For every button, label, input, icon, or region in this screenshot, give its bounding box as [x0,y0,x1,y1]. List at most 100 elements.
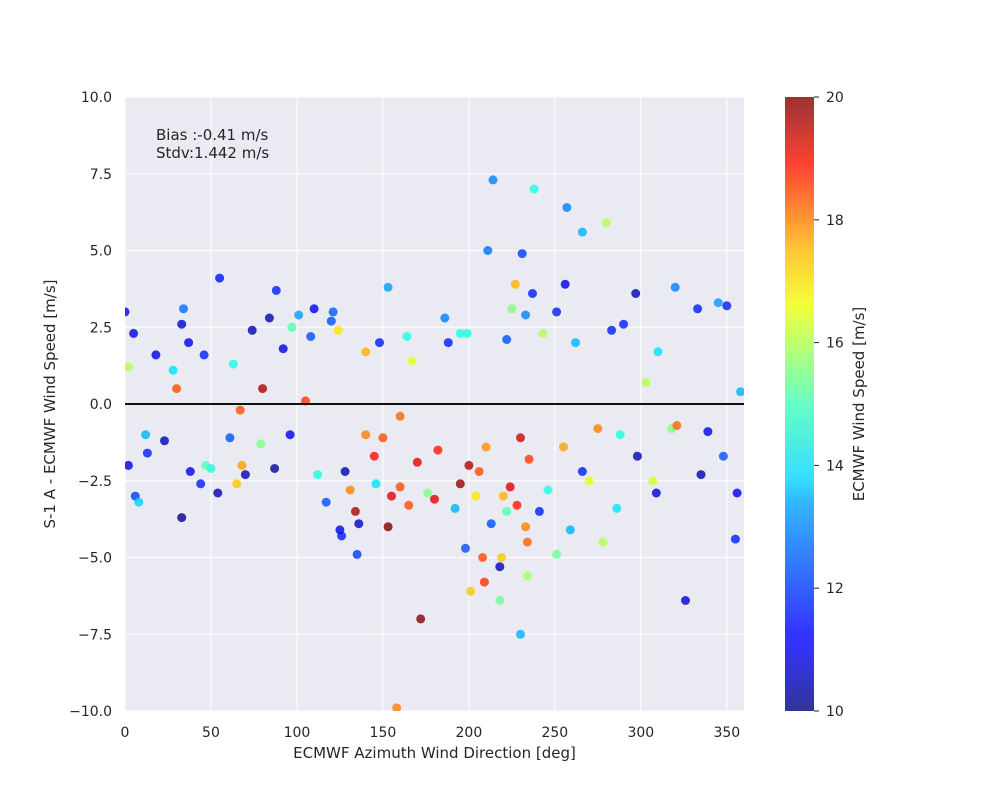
data-point [433,445,443,455]
data-point [522,571,532,581]
y-tick-label: −2.5 [78,474,112,490]
data-point [375,338,384,348]
data-point [703,427,713,437]
data-point [722,301,732,311]
data-point [522,537,532,547]
data-point [498,491,508,501]
data-point [134,497,144,507]
scatter-points [125,175,744,711]
x-tick-label: 100 [284,725,311,741]
data-point [240,470,250,480]
data-point [278,344,288,354]
data-point [543,485,553,495]
x-axis-ticks: 0 50 100 150 200 250 300 350 [121,725,741,741]
data-point [416,614,426,624]
data-point [577,227,587,237]
data-point [369,451,379,461]
colorbar-tick-label: 20 [826,90,844,106]
data-point [423,488,433,498]
data-point [450,503,460,513]
data-point [378,433,388,443]
data-point [505,482,515,492]
data-point [552,307,562,317]
data-point [486,519,496,529]
x-tick-label: 350 [713,725,740,741]
data-point [516,433,525,443]
colorbar-tick-label: 18 [826,213,844,229]
data-point [718,451,728,461]
data-point [430,494,439,504]
y-axis-title: S-1 A - ECMWF Wind Speed [m/s] [41,279,59,528]
data-point [333,325,343,335]
data-point [309,304,319,314]
data-point [350,506,360,516]
data-point [462,328,472,338]
data-point [328,307,338,317]
colorbar-tick-label: 16 [826,336,844,352]
data-point [184,338,194,348]
data-point [552,549,562,559]
data-point [502,335,512,344]
data-point [321,497,331,507]
data-point [736,387,744,397]
data-point [225,433,235,443]
y-tick-label: −10.0 [69,704,112,720]
x-axis-title: ECMWF Azimuth Wind Direction [deg] [293,744,576,762]
data-point [345,485,355,495]
data-point [559,442,568,452]
colorbar-tick-label: 12 [826,581,844,597]
data-point [696,470,706,480]
data-point [407,356,417,366]
data-point [653,347,663,357]
data-point [340,467,350,476]
colorbar [785,97,814,711]
data-point [141,430,151,440]
y-tick-label: 5.0 [90,244,112,260]
data-point [512,500,522,510]
data-point [361,347,371,357]
data-point [481,442,491,452]
data-point [392,703,402,711]
data-point [142,448,152,458]
data-point [497,553,507,562]
colorbar-title: ECMWF Wind Speed [m/s] [850,307,868,502]
x-tick-label: 250 [541,725,568,741]
data-point [455,479,465,489]
data-point [179,304,188,314]
data-point [601,218,611,228]
data-point [326,316,336,326]
data-point [177,319,187,329]
data-point [247,325,257,335]
data-point [651,488,661,498]
data-point [383,522,393,532]
data-point [387,491,396,501]
data-point [306,332,316,341]
x-tick-label: 50 [202,725,220,741]
data-point [412,457,422,467]
data-point [648,476,658,486]
data-point [461,543,470,553]
data-point [464,460,474,470]
data-point [516,629,525,639]
data-point [228,359,238,369]
y-tick-label: 7.5 [90,167,112,183]
data-point [672,421,682,430]
data-point [528,289,537,298]
colorbar-tick-label: 14 [826,458,844,474]
data-point [177,513,187,523]
data-point [607,325,617,335]
data-point [455,328,465,338]
y-tick-label: −7.5 [78,627,112,643]
data-point [732,488,742,498]
data-point [466,586,476,596]
data-point [521,522,531,532]
data-point [402,332,412,341]
data-point [213,488,223,498]
data-point [443,338,453,348]
data-point [395,411,405,421]
data-point [185,467,195,476]
data-point [172,384,182,394]
data-point [529,184,539,194]
data-point [395,482,405,492]
